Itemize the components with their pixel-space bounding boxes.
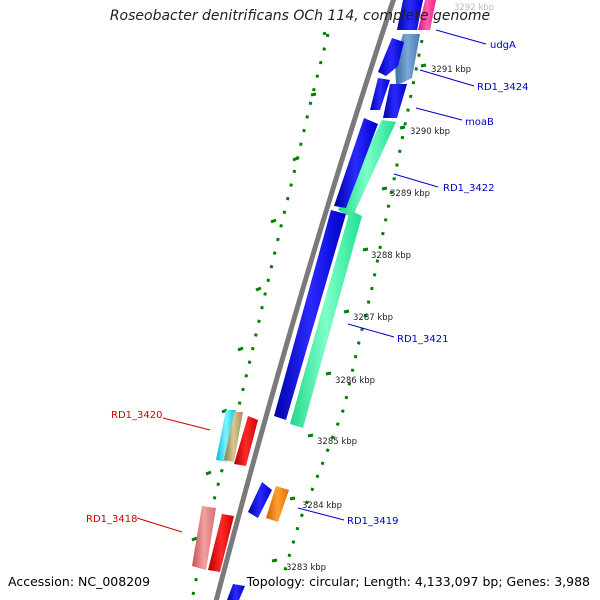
inner-track-ticks xyxy=(271,63,427,563)
scale-labels: 3292 kbp 3291 kbp 3290 kbp 3289 kbp 3288… xyxy=(286,3,494,573)
reverse-genes xyxy=(192,410,258,572)
gene-long-blue-lower[interactable] xyxy=(274,210,346,420)
gene-RD1_3420[interactable] xyxy=(234,416,258,466)
connector-udgA xyxy=(435,29,487,45)
gene-label-RD1_3418[interactable]: RD1_3418 xyxy=(86,514,137,525)
gene-label-RD1_3424[interactable]: RD1_3424 xyxy=(477,82,528,93)
scale-label: 3292 kbp xyxy=(454,3,494,13)
connector-RD1_3421 xyxy=(347,323,395,338)
gene-upper-blue-2[interactable] xyxy=(370,78,390,110)
gene-RD1_3419[interactable] xyxy=(266,486,289,522)
gene-long-blue-upper[interactable] xyxy=(334,118,378,208)
connector-moaB xyxy=(415,107,463,121)
accession-label: Accession: NC_008209 xyxy=(8,574,151,589)
connector-RD1_3418 xyxy=(136,517,183,533)
gene-upper-blue-1[interactable] xyxy=(378,38,404,76)
gene-RD1_3418[interactable] xyxy=(208,514,234,572)
label-connectors xyxy=(136,29,487,533)
gene-RD1_3421[interactable] xyxy=(290,210,362,428)
gene-label-RD1_3421[interactable]: RD1_3421 xyxy=(397,334,448,345)
outer-dotted-track xyxy=(190,33,330,600)
scale-label: 3286 kbp xyxy=(335,376,375,386)
genome-stats-label: Topology: circular; Length: 4,133,097 bp… xyxy=(246,574,590,589)
connector-RD1_3422 xyxy=(393,173,439,188)
page-title: Roseobacter denitrificans OCh 114, compl… xyxy=(109,8,491,24)
scale-label: 3288 kbp xyxy=(371,251,411,261)
scale-label: 3285 kbp xyxy=(317,437,357,447)
gene-label-udgA[interactable]: udgA xyxy=(490,40,516,51)
gene-RD1_3420-tan[interactable] xyxy=(224,412,243,462)
gene-label-moaB[interactable]: moaB xyxy=(465,117,494,128)
scale-label: 3291 kbp xyxy=(431,65,471,75)
gene-bottom-blue[interactable] xyxy=(227,584,245,600)
gene-udgA-top[interactable] xyxy=(397,0,423,30)
scale-label: 3287 kbp xyxy=(353,313,393,323)
gene-labels: udgA RD1_3424 moaB RD1_3422 RD1_3421 RD1… xyxy=(86,40,528,527)
scale-label: 3284 kbp xyxy=(302,501,342,511)
connector-RD1_3419 xyxy=(297,507,345,521)
genome-backbone xyxy=(213,0,396,600)
gene-RD1_3419-blue[interactable] xyxy=(248,482,272,518)
scale-label: 3290 kbp xyxy=(410,127,450,137)
connector-RD1_3424 xyxy=(419,69,475,87)
gene-RD1_3420-cyan[interactable] xyxy=(216,410,236,462)
forward-genes xyxy=(227,0,436,600)
gene-udgA[interactable] xyxy=(418,0,436,30)
inner-dotted-track xyxy=(280,39,424,581)
gene-RD1_3418-pink[interactable] xyxy=(192,506,216,570)
gene-RD1_3422[interactable] xyxy=(338,120,396,218)
gene-label-RD1_3422[interactable]: RD1_3422 xyxy=(443,183,494,194)
gene-moaB[interactable] xyxy=(383,84,407,118)
gene-label-RD1_3420[interactable]: RD1_3420 xyxy=(111,410,162,421)
gene-label-RD1_3419[interactable]: RD1_3419 xyxy=(347,516,398,527)
scale-label: 3283 kbp xyxy=(286,563,326,573)
outer-track-ticks xyxy=(191,31,327,542)
scale-label: 3289 kbp xyxy=(390,189,430,199)
connector-RD1_3420 xyxy=(162,417,211,431)
